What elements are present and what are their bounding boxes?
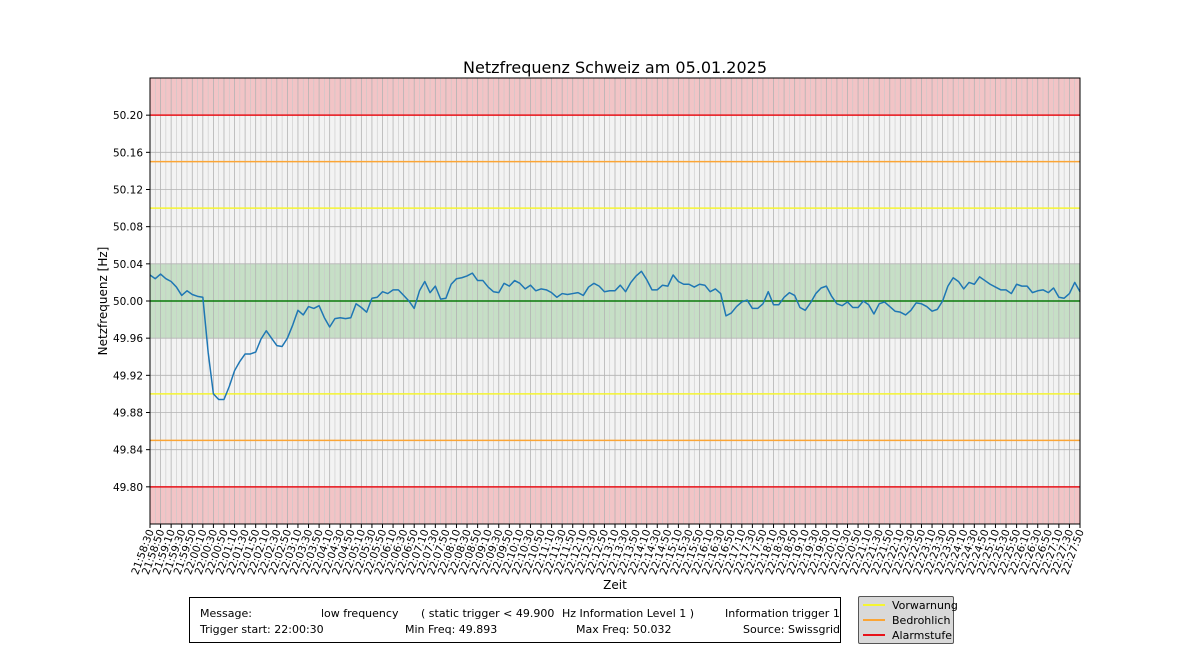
- max-freq: Max Freq: 50.032: [576, 623, 672, 636]
- min-freq: Min Freq: 49.893: [405, 623, 498, 636]
- y-axis-label: Netzfrequenz [Hz]: [96, 247, 110, 356]
- chart-title: Netzfrequenz Schweiz am 05.01.2025: [463, 58, 767, 77]
- legend-label: Alarmstufe: [892, 628, 953, 642]
- trigger-start: Trigger start: 22:00:30: [200, 623, 324, 636]
- message-label: Message:: [200, 607, 252, 620]
- series-line-0: [149, 270, 1081, 401]
- legend-item-bedrohlich: Bedrohlich: [863, 613, 950, 627]
- legend-item-vorwarnung: Vorwarnung: [863, 598, 958, 612]
- legend-swatch: [863, 619, 885, 621]
- legend-swatch: [863, 604, 885, 606]
- y-tick-label: 50.08: [113, 222, 143, 234]
- static-trigger: ( static trigger < 49.900: [421, 607, 555, 620]
- y-tick-label: 50.20: [113, 110, 143, 122]
- message-value: low frequency: [321, 607, 399, 620]
- information-trigger: Information trigger 1: [725, 607, 840, 620]
- x-axis-label: Zeit: [603, 578, 627, 592]
- y-tick-label: 50.16: [113, 147, 143, 159]
- legend: Vorwarnung Bedrohlich Alarmstufe: [858, 596, 958, 644]
- y-tick-label: 50.00: [113, 296, 143, 308]
- legend-item-alarmstufe: Alarmstufe: [863, 628, 952, 642]
- trigger-info-box: Message: low frequency ( static trigger …: [189, 597, 841, 643]
- y-tick-label: 49.84: [113, 445, 143, 457]
- y-tick-label: 49.88: [113, 408, 143, 420]
- plot-area: 49.80 49.84 49.88 49.92 49.96 50.00 50.04 50.08…: [113, 77, 1087, 576]
- y-tick-label: 49.92: [113, 370, 143, 382]
- y-tick-label: 50.04: [113, 259, 143, 271]
- source: Source: Swissgrid: [743, 623, 841, 636]
- legend-label: Bedrohlich: [892, 613, 951, 627]
- y-tick-label: 50.12: [113, 185, 143, 197]
- legend-swatch: [863, 634, 885, 636]
- y-tick-label: 49.80: [113, 482, 143, 494]
- y-tick-label: 49.96: [113, 333, 143, 345]
- legend-label: Vorwarnung: [892, 598, 958, 612]
- hz-information-level: Hz Information Level 1 ): [562, 607, 695, 620]
